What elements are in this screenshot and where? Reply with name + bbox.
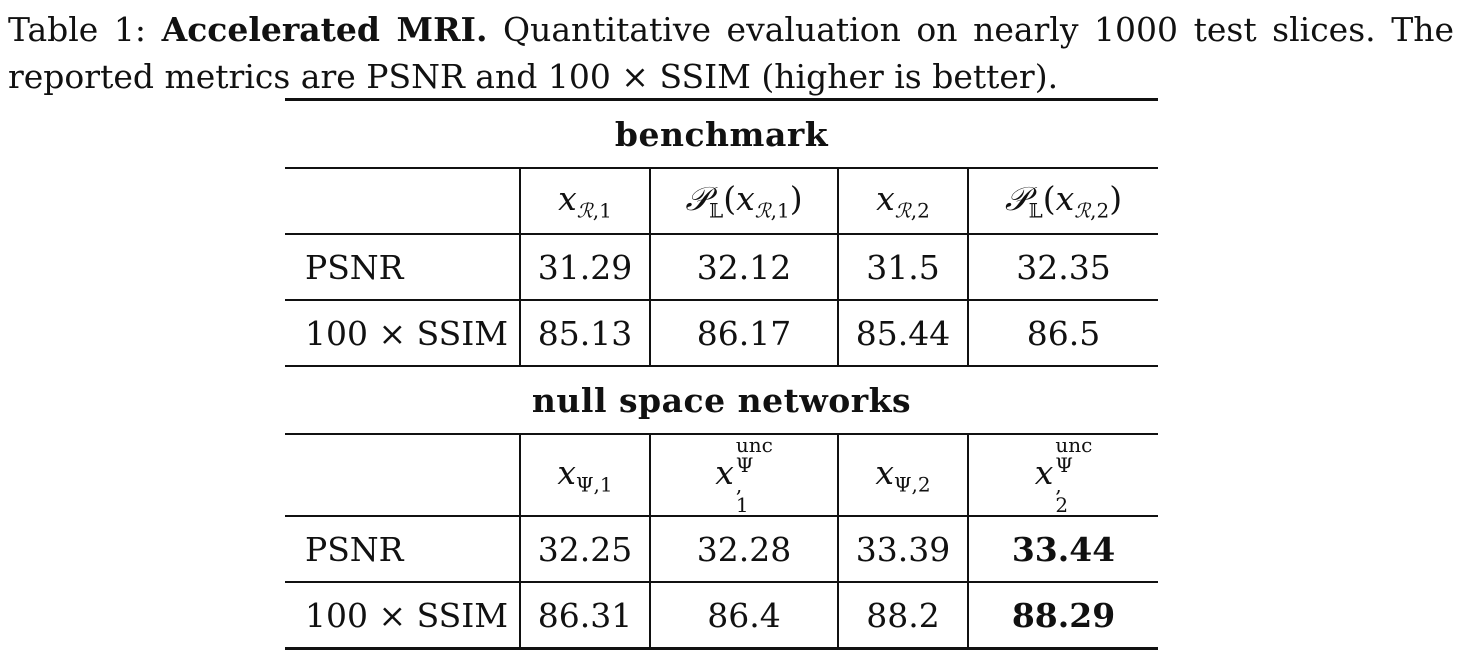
table-cell: 86.17 xyxy=(649,299,838,366)
table-row: 100 × SSIM 86.31 86.4 88.2 88.29 xyxy=(285,581,1158,650)
column-header-x-psi1-unc: x unc Ψ, 1 xyxy=(649,433,838,516)
table-row: PSNR 31.29 32.12 31.5 32.35 xyxy=(285,233,1158,300)
column-header-row: xΨ,1 x unc Ψ, 1 xΨ,2 x unc Ψ, 2 xyxy=(285,433,1158,516)
table-cell: 86.5 xyxy=(967,299,1158,366)
table-cell: 32.12 xyxy=(649,233,838,300)
column-header-x-psi2: xΨ,2 xyxy=(837,433,968,516)
section-header-benchmark: benchmark xyxy=(285,98,1158,168)
table-cell: 88.2 xyxy=(837,581,968,650)
row-label: PSNR xyxy=(285,233,520,300)
caption-title: Accelerated MRI. xyxy=(161,10,488,49)
results-table: benchmark xℛ,1 𝒫𝕃(xℛ,1) xℛ,2 𝒫𝕃(xℛ,2) PS… xyxy=(285,98,1158,650)
table-cell: 31.5 xyxy=(837,233,968,300)
section-header-null-space-networks: null space networks xyxy=(285,365,1158,434)
table-cell-best: 88.29 xyxy=(967,581,1158,650)
row-label: PSNR xyxy=(285,515,520,582)
table-caption: Table 1: Accelerated MRI. Quantitative e… xyxy=(8,6,1454,100)
empty-header-cell xyxy=(285,433,520,516)
table-cell: 32.28 xyxy=(649,515,838,582)
column-header-x-psi1: xΨ,1 xyxy=(519,433,650,516)
table-cell: 32.25 xyxy=(519,515,650,582)
caption-text: Quantitative evaluation on nearly 1000 t… xyxy=(8,10,1454,96)
table-cell: 86.31 xyxy=(519,581,650,650)
empty-header-cell xyxy=(285,167,520,234)
column-header-x-r1: xℛ,1 xyxy=(519,167,650,234)
table-cell: 86.4 xyxy=(649,581,838,650)
table-row: 100 × SSIM 85.13 86.17 85.44 86.5 xyxy=(285,299,1158,366)
row-label: 100 × SSIM xyxy=(285,581,520,650)
column-header-pl-x-r1: 𝒫𝕃(xℛ,1) xyxy=(649,167,838,234)
column-header-pl-x-r2: 𝒫𝕃(xℛ,2) xyxy=(967,167,1158,234)
column-header-x-psi2-unc: x unc Ψ, 2 xyxy=(967,433,1158,516)
table-cell: 33.39 xyxy=(837,515,968,582)
column-header-x-r2: xℛ,2 xyxy=(837,167,968,234)
section-title: null space networks xyxy=(285,365,1158,434)
row-label: 100 × SSIM xyxy=(285,299,520,366)
table-cell: 85.44 xyxy=(837,299,968,366)
table-label: Table 1: xyxy=(8,10,147,49)
table-row: PSNR 32.25 32.28 33.39 33.44 xyxy=(285,515,1158,582)
table-cell: 32.35 xyxy=(967,233,1158,300)
table-cell-best: 33.44 xyxy=(967,515,1158,582)
section-title: benchmark xyxy=(285,98,1158,168)
table-cell: 85.13 xyxy=(519,299,650,366)
table-cell: 31.29 xyxy=(519,233,650,300)
column-header-row: xℛ,1 𝒫𝕃(xℛ,1) xℛ,2 𝒫𝕃(xℛ,2) xyxy=(285,167,1158,234)
